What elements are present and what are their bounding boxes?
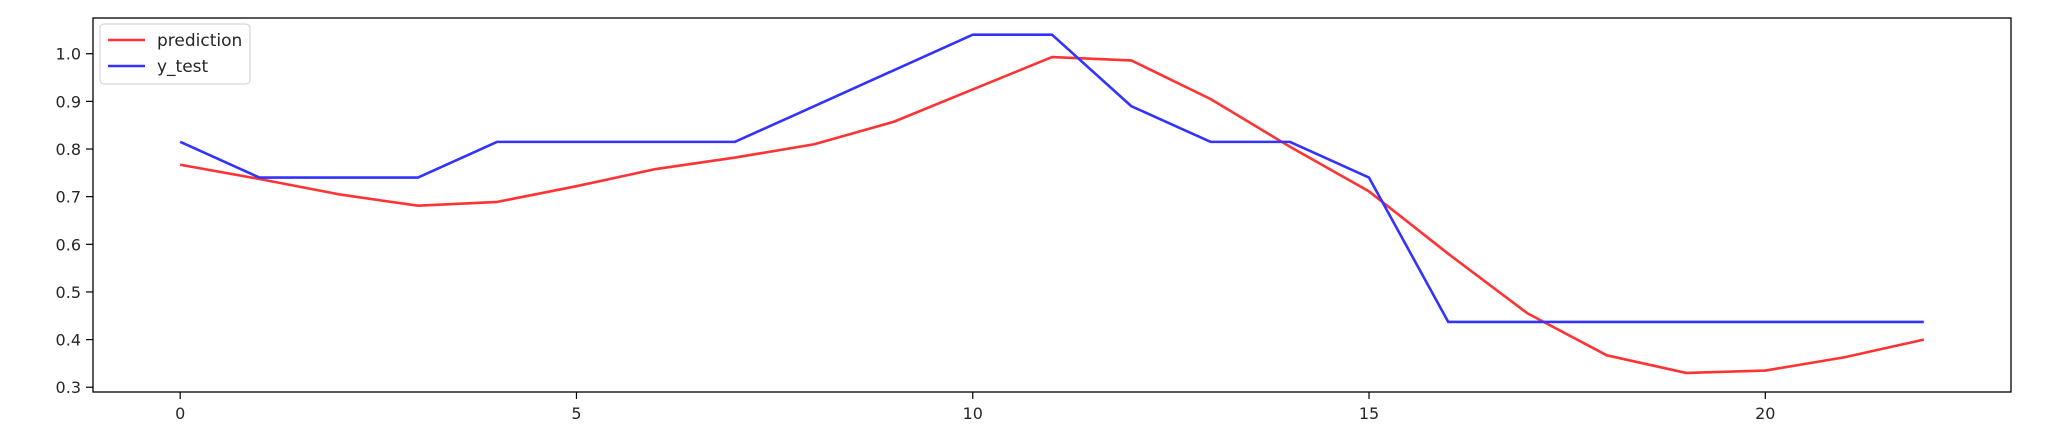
y-tick-label: 0.7 — [56, 188, 81, 207]
legend-label-prediction: prediction — [157, 31, 242, 51]
y-tick-label: 0.3 — [56, 378, 81, 397]
y-tick-label: 0.5 — [56, 283, 81, 302]
y-tick-label: 0.4 — [56, 331, 81, 350]
y-tick-label: 1.0 — [56, 45, 81, 64]
x-tick-label: 5 — [571, 404, 581, 423]
y-tick-label: 0.6 — [56, 235, 81, 254]
x-axis: 0 5 10 15 20 — [175, 392, 1775, 423]
plot-area — [92, 17, 2012, 393]
x-tick-label: 10 — [963, 404, 983, 423]
series-layer — [179, 33, 1925, 375]
x-tick-label: 15 — [1359, 404, 1379, 423]
y-axis: 0.3 0.4 0.5 0.6 0.7 0.8 0.9 1.0 — [56, 45, 93, 397]
legend: prediction y_test — [99, 23, 251, 85]
y-tick-label: 0.8 — [56, 140, 81, 159]
x-tick-label: 0 — [175, 404, 185, 423]
series-line-y-test — [179, 33, 1924, 324]
series-line-prediction — [179, 55, 1925, 375]
legend-label-y-test: y_test — [157, 57, 209, 77]
y-tick-label: 0.9 — [56, 92, 81, 111]
x-tick-label: 20 — [1755, 404, 1775, 423]
